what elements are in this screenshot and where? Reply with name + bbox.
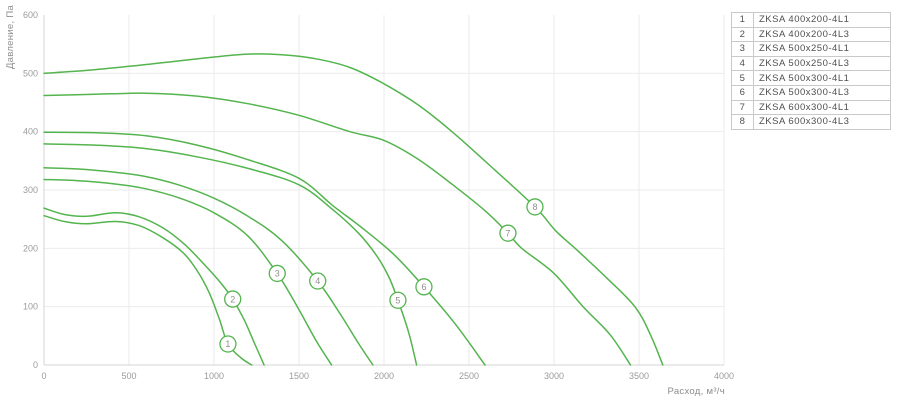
curve-2	[43, 207, 265, 366]
curve-marker-number: 4	[315, 276, 320, 286]
x-tick-label: 4000	[714, 371, 734, 381]
legend-row-number: 5	[731, 70, 754, 86]
y-tick-label: 600	[23, 10, 38, 20]
legend-row-label: ZKSA 400x200-4L1	[753, 12, 891, 28]
x-axis-tick-labels: 0 500 1000 1500 2000 2500 3000 3500 4000	[41, 371, 734, 381]
legend-row: 5 ZKSA 500x300-4L1	[731, 70, 891, 86]
curve-3	[43, 178, 333, 366]
x-tick-label: 3000	[544, 371, 564, 381]
x-axis-title: Расход, м³/ч	[667, 386, 725, 397]
curve-marker-4: 4	[309, 272, 327, 290]
curve-marker-8: 8	[526, 198, 544, 216]
legend-row-number: 4	[731, 55, 754, 72]
curve-marker-5: 5	[389, 291, 407, 309]
x-tick-label: 500	[121, 371, 136, 381]
legend-row-number: 1	[731, 12, 754, 28]
curve-markers: 1 2 3 4 5 6 7 8	[219, 198, 544, 353]
legend-row-label: ZKSA 500x300-4L3	[753, 84, 891, 101]
y-axis-title: Давление, Па	[5, 4, 16, 70]
curve-marker-2: 2	[224, 290, 242, 308]
legend-row-label: ZKSA 500x250-4L1	[753, 41, 891, 57]
legend: 1 ZKSA 400x200-4L1 2 ZKSA 400x200-4L3 3 ZKSA …	[731, 12, 891, 130]
legend-row: 4 ZKSA 500x250-4L3	[731, 55, 891, 72]
legend-row-number: 7	[731, 99, 754, 116]
fan-curves	[43, 53, 664, 366]
legend-row: 8 ZKSA 600x300-4L3	[731, 114, 891, 130]
y-tick-label: 300	[23, 185, 38, 195]
curve-marker-7: 7	[499, 224, 517, 242]
legend-row: 1 ZKSA 400x200-4L1	[731, 12, 891, 28]
x-tick-label: 0	[41, 371, 46, 381]
curve-8	[43, 53, 664, 366]
legend-row-label: ZKSA 500x250-4L3	[753, 55, 891, 72]
legend-row-number: 3	[731, 41, 754, 57]
gridlines	[44, 15, 725, 365]
y-tick-label: 400	[23, 127, 38, 137]
legend-table: 1 ZKSA 400x200-4L1 2 ZKSA 400x200-4L3 3 ZKSA …	[731, 12, 891, 130]
curve-4	[43, 167, 374, 366]
legend-row: 7 ZKSA 600x300-4L1	[731, 99, 891, 116]
curve-marker-number: 1	[225, 339, 230, 349]
y-axis-tick-labels: 0 100 200 300 400 500 600	[23, 10, 38, 370]
curve-marker-number: 7	[505, 228, 510, 238]
x-tick-label: 1000	[204, 371, 224, 381]
legend-row-label: ZKSA 600x300-4L3	[753, 114, 891, 130]
curve-marker-number: 3	[275, 269, 280, 279]
x-tick-label: 2500	[459, 371, 479, 381]
legend-row: 6 ZKSA 500x300-4L3	[731, 84, 891, 101]
legend-row-label: ZKSA 600x300-4L1	[753, 99, 891, 116]
x-tick-label: 2000	[374, 371, 394, 381]
curve-marker-number: 8	[532, 202, 537, 212]
y-tick-label: 0	[33, 360, 38, 370]
curve-marker-3: 3	[268, 264, 286, 283]
legend-row: 2 ZKSA 400x200-4L3	[731, 26, 891, 43]
curve-7	[43, 92, 632, 366]
curve-5	[43, 143, 418, 366]
legend-row-label: ZKSA 400x200-4L3	[753, 26, 891, 43]
y-tick-label: 200	[23, 243, 38, 253]
legend-row: 3 ZKSA 500x250-4L1	[731, 41, 891, 57]
curve-marker-1: 1	[219, 335, 237, 353]
x-tick-label: 1500	[289, 371, 309, 381]
legend-row-number: 8	[731, 114, 754, 130]
y-tick-label: 100	[23, 302, 38, 312]
curve-marker-number: 6	[421, 282, 426, 292]
x-tick-label: 3500	[629, 371, 649, 381]
legend-row-label: ZKSA 500x300-4L1	[753, 70, 891, 86]
legend-row-number: 2	[731, 26, 754, 43]
legend-row-number: 6	[731, 84, 754, 101]
curve-marker-6: 6	[415, 278, 433, 296]
curve-marker-number: 5	[395, 295, 400, 305]
curve-marker-number: 2	[230, 294, 235, 304]
y-tick-label: 500	[23, 68, 38, 78]
